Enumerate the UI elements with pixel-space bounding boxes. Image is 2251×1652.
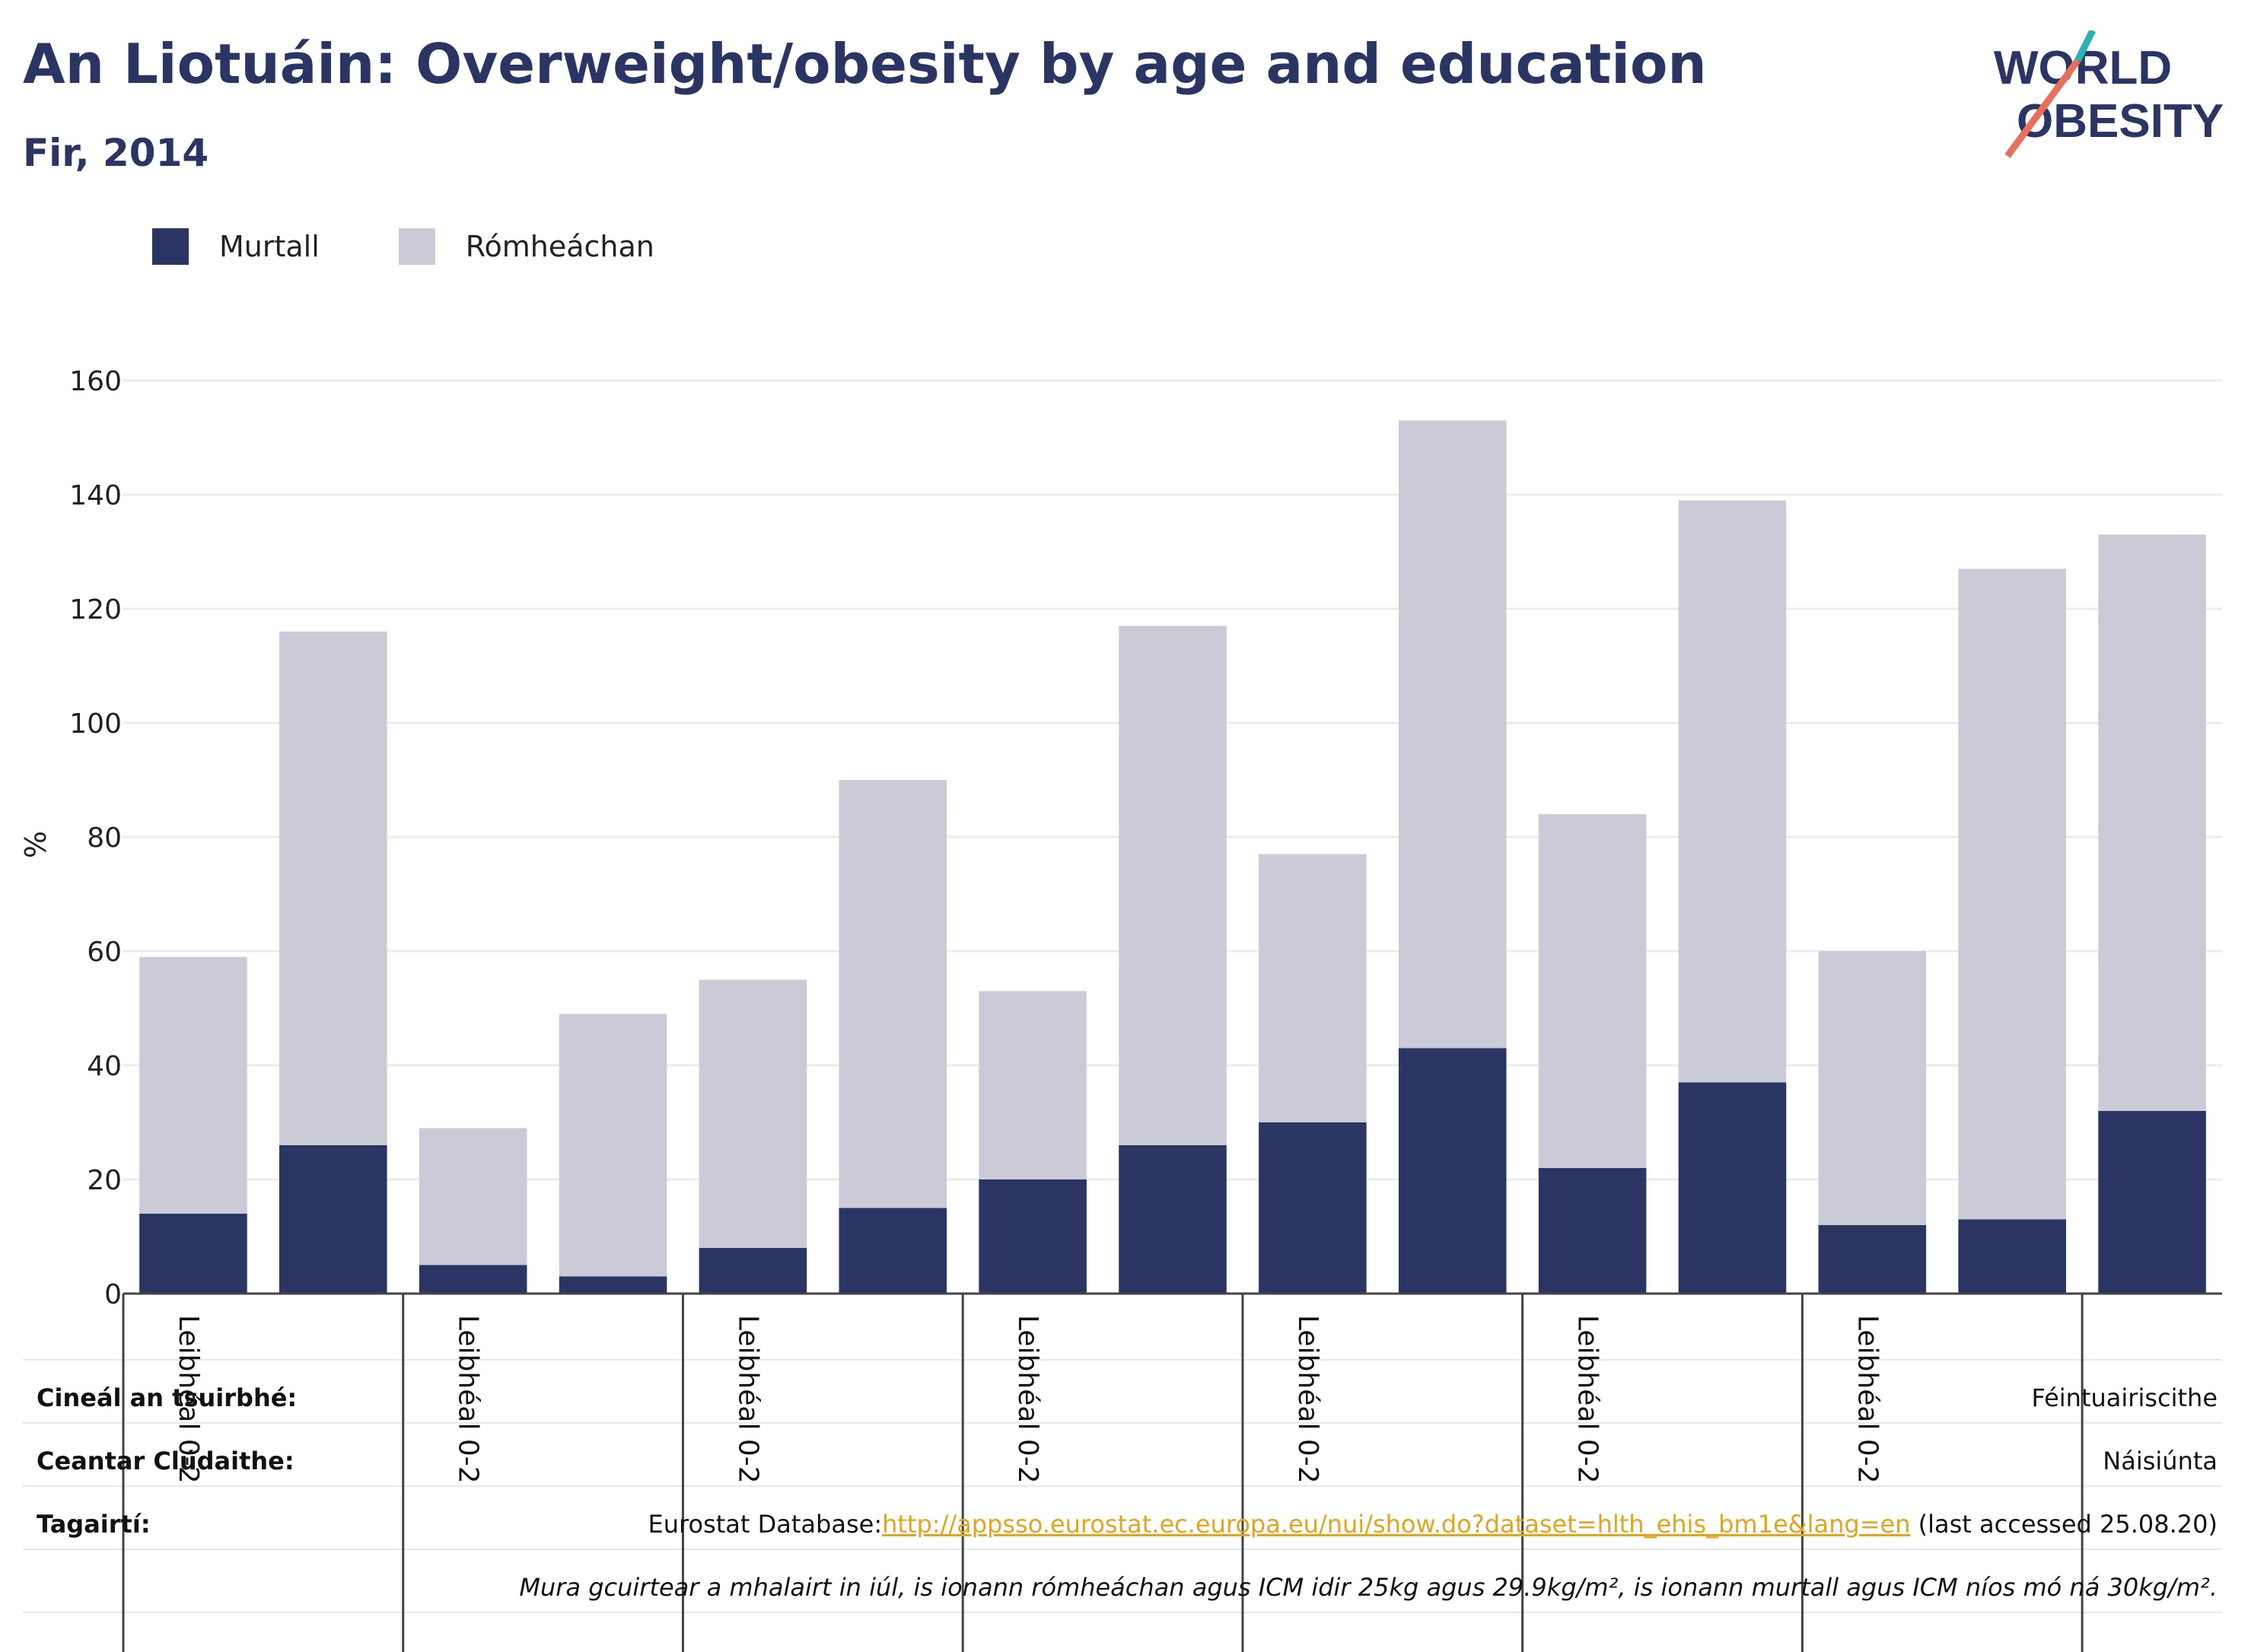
- y-tick-label: 120: [69, 594, 122, 625]
- bar-obese[interactable]: [139, 1214, 247, 1294]
- bar-overweight[interactable]: [1119, 625, 1227, 1146]
- references-link[interactable]: http://appsso.eurostat.ec.europa.eu/nui/…: [882, 1510, 1911, 1539]
- bar-obese[interactable]: [1259, 1122, 1367, 1294]
- legend-swatch-obese: [152, 228, 189, 265]
- chart-title: An Liotuáin: Overweight/obesity by age a…: [23, 32, 1707, 96]
- bar-overweight[interactable]: [139, 957, 247, 1214]
- references-label: Tagairtí:: [37, 1510, 151, 1539]
- x-group-label: Leibhéal 0-2: [1572, 1315, 1603, 1484]
- references-suffix: (last accessed 25.08.20): [1910, 1510, 2218, 1539]
- area-covered-label: Ceantar Clúdaithe:: [37, 1447, 295, 1475]
- area-covered-value: Náisiúnta: [2103, 1447, 2218, 1475]
- bar-obese[interactable]: [2098, 1111, 2206, 1294]
- x-group-label: Leibhéal 0-2: [1851, 1315, 1883, 1484]
- legend-item-obese[interactable]: Murtall: [152, 228, 320, 265]
- y-axis-ticks: 0 20 40 60 80 100 120 140 160: [69, 366, 122, 1310]
- bar-obese[interactable]: [1119, 1145, 1227, 1294]
- y-tick-label: 140: [69, 480, 122, 511]
- bar-overweight[interactable]: [979, 991, 1087, 1180]
- bar-obese[interactable]: [279, 1145, 387, 1294]
- references-prefix: Eurostat Database:: [648, 1510, 883, 1539]
- bar-overweight[interactable]: [1538, 814, 1647, 1168]
- bar-obese[interactable]: [419, 1265, 527, 1294]
- world-obesity-logo: WORLD OBESITY: [1994, 30, 2224, 158]
- x-group-label: Leibhéal 0-2: [453, 1315, 484, 1484]
- bar-obese[interactable]: [559, 1276, 667, 1294]
- bar-obese[interactable]: [839, 1208, 947, 1294]
- legend-label-obese: Murtall: [219, 230, 320, 263]
- info-table-lines: [23, 1292, 2222, 1652]
- bar-obese[interactable]: [699, 1248, 807, 1294]
- x-axis-labels: Leibhéal 0-2 Leibhéal 0-2 Leibhéal 0-2 Leib…: [173, 1315, 1883, 1484]
- bar-obese[interactable]: [1818, 1225, 1927, 1294]
- references-value: Eurostat Database:http://appsso.eurostat…: [648, 1510, 2218, 1539]
- survey-type-value: Féintuairiscithe: [2031, 1383, 2218, 1412]
- y-tick-label: 60: [87, 937, 122, 968]
- bar-overweight[interactable]: [1818, 951, 1927, 1225]
- bar-overweight[interactable]: [279, 632, 387, 1145]
- chart-legend: Murtall Rómheáchan: [152, 228, 691, 265]
- legend-swatch-overweight: [398, 228, 435, 265]
- bar-overweight[interactable]: [1259, 854, 1367, 1123]
- x-group-label: Leibhéal 0-2: [1292, 1315, 1323, 1484]
- bar-obese[interactable]: [1398, 1048, 1507, 1294]
- legend-item-overweight[interactable]: Rómheáchan: [398, 228, 654, 265]
- bar-overweight[interactable]: [1678, 500, 1787, 1083]
- bar-overweight[interactable]: [699, 979, 807, 1249]
- bar-overweight[interactable]: [1958, 568, 2066, 1220]
- x-group-label: Leibhéal 0-2: [732, 1315, 763, 1484]
- y-tick-label: 100: [69, 708, 122, 740]
- y-tick-label: 160: [69, 366, 122, 397]
- bar-obese[interactable]: [1958, 1219, 2066, 1294]
- bar-overweight[interactable]: [419, 1128, 527, 1265]
- bar-obese[interactable]: [979, 1179, 1087, 1294]
- y-tick-label: 0: [104, 1279, 122, 1310]
- bars: [139, 420, 2206, 1294]
- y-tick-label: 80: [87, 823, 122, 854]
- x-group-label: Leibhéal 0-2: [173, 1315, 204, 1484]
- y-tick-label: 40: [87, 1051, 122, 1082]
- chart-subtitle: Fir, 2014: [23, 131, 209, 175]
- definition-note: Mura gcuirtear a mhalairt in iúl, is ion…: [519, 1573, 2218, 1602]
- survey-type-label: Cineál an tsuirbhé:: [37, 1383, 298, 1412]
- logo-line2: OBESITY: [2017, 95, 2224, 148]
- bar-obese[interactable]: [1678, 1082, 1787, 1294]
- bar-overweight[interactable]: [2098, 534, 2206, 1112]
- legend-label-overweight: Rómheáchan: [465, 230, 654, 263]
- bar-overweight[interactable]: [559, 1014, 667, 1277]
- y-tick-label: 20: [87, 1165, 122, 1196]
- bar-overweight[interactable]: [1398, 420, 1507, 1049]
- y-axis-label: %: [19, 831, 53, 858]
- x-group-label: Leibhéal 0-2: [1012, 1315, 1043, 1484]
- bar-obese[interactable]: [1538, 1168, 1647, 1294]
- bar-overweight[interactable]: [839, 780, 947, 1208]
